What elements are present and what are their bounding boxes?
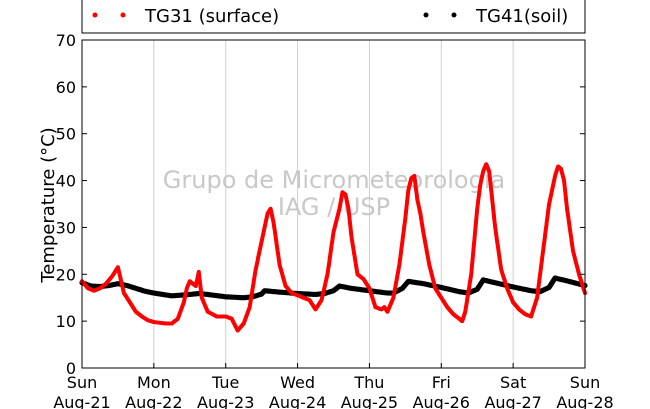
legend-label-surface: TG31 (surface) <box>144 6 279 27</box>
legend-marker-soil <box>451 12 457 18</box>
y-tick-label: 50 <box>56 125 76 144</box>
legend-marker-surface <box>120 12 126 18</box>
x-tick-date: Aug-27 <box>484 393 541 409</box>
y-axis: 0 10 20 30 40 50 60 70 <box>56 31 585 378</box>
series-surface <box>80 162 587 333</box>
x-tick-day: Sat <box>500 373 526 392</box>
x-tick-date: Aug-21 <box>53 393 110 409</box>
y-tick-label: 60 <box>56 78 76 97</box>
y-tick-label: 30 <box>56 218 76 237</box>
x-tick-date: Aug-26 <box>413 393 470 409</box>
x-tick-date: Aug-25 <box>341 393 398 409</box>
x-tick-day: Wed <box>280 373 315 392</box>
grid-lines <box>153 40 514 368</box>
x-tick-date: Aug-22 <box>125 393 182 409</box>
watermark-line-1: Grupo de Micrometeorologia <box>163 166 505 194</box>
y-axis-title: Temperature (°C) <box>38 127 59 283</box>
plot-area <box>82 40 585 368</box>
legend-entry-surface: TG31 (surface) <box>92 6 279 27</box>
x-tick-date: Aug-24 <box>269 393 326 409</box>
x-tick-date: Aug-28 <box>556 393 613 409</box>
legend-label-soil: TG41(soil) <box>475 6 568 27</box>
y-tick-label: 10 <box>56 312 76 331</box>
y-tick-label: 40 <box>56 172 76 191</box>
y-tick-label: 70 <box>56 31 76 50</box>
x-tick-day: Sun <box>570 373 600 392</box>
x-tick-day: Mon <box>137 373 171 392</box>
x-tick-day: Thu <box>353 373 384 392</box>
x-tick-day: Fri <box>432 373 451 392</box>
legend-marker-surface <box>92 12 98 18</box>
legend-box <box>81 0 586 34</box>
legend-entry-soil: TG41(soil) <box>423 6 568 27</box>
y-tick-label: 0 <box>66 359 76 378</box>
x-axis: SunAug-21MonAug-22TueAug-23WedAug-24ThuA… <box>53 363 614 409</box>
y-tick-label: 20 <box>56 265 76 284</box>
series-soil <box>79 275 588 301</box>
x-tick-day: Sun <box>67 373 97 392</box>
plot-frame <box>81 39 586 369</box>
x-tick-date: Aug-23 <box>197 393 254 409</box>
x-tick-day: Tue <box>211 373 239 392</box>
legend-marker-soil <box>423 12 429 18</box>
watermark-line-2: IAG / USP <box>278 193 390 221</box>
